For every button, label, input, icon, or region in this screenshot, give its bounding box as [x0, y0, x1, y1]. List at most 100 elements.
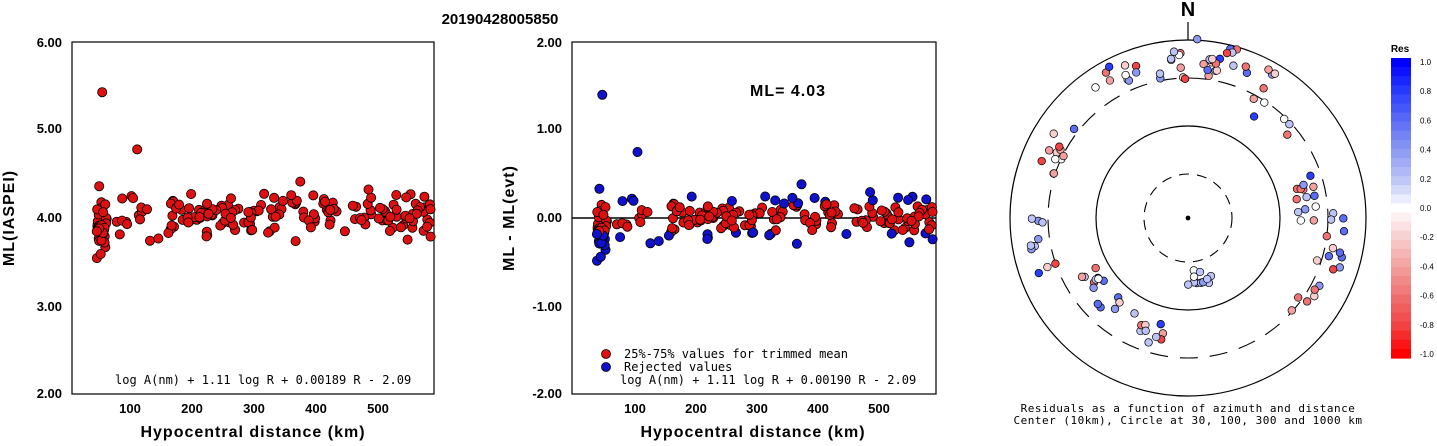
data-point: [132, 144, 143, 155]
data-point: [826, 207, 837, 218]
data-point: [374, 202, 385, 213]
data-point: [906, 215, 917, 226]
station-point: [1115, 298, 1124, 307]
station-point: [1203, 274, 1212, 284]
station-point: [1312, 256, 1322, 265]
colorbar-swatch: [1391, 176, 1411, 186]
station-point: [1184, 280, 1193, 289]
data-point: [807, 225, 818, 236]
station-point: [1189, 272, 1199, 281]
colorbar-swatch: [1391, 158, 1411, 168]
data-point: [841, 228, 852, 239]
station-point: [1203, 65, 1212, 75]
colorbar-swatch: [1391, 239, 1411, 250]
data-point: [128, 193, 139, 204]
data-point: [683, 220, 694, 231]
station-point: [1296, 216, 1305, 225]
data-point: [726, 215, 737, 226]
data-point: [904, 237, 915, 248]
data-point: [748, 227, 759, 238]
data-point: [94, 181, 105, 192]
azimuth-residual-map: N Residuals as a function of azimuth and…: [1009, 0, 1367, 427]
station-point: [1051, 155, 1060, 164]
legend-label-trimmed: 25%-75% values for trimmed mean: [624, 347, 848, 361]
station-point: [1110, 304, 1120, 314]
data-point: [363, 184, 374, 195]
station-point: [1264, 65, 1273, 74]
data-point: [770, 225, 781, 236]
colorbar-title: Res: [1391, 44, 1410, 55]
data-point: [166, 220, 177, 231]
data-point: [642, 206, 653, 217]
station-point: [1091, 83, 1100, 92]
station-point: [1059, 151, 1068, 161]
data-point: [591, 229, 602, 240]
center-point: [1185, 215, 1191, 221]
colorbar-swatch: [1391, 330, 1411, 341]
station-point: [1222, 48, 1232, 58]
data-point: [913, 211, 924, 222]
data-point: [395, 222, 406, 233]
colorbar-swatch: [1391, 58, 1411, 68]
station-point: [1324, 252, 1334, 261]
north-label: N: [1181, 0, 1195, 21]
data-point: [269, 192, 280, 203]
y-tick-label: 5.00: [37, 121, 62, 136]
ml-residual-y-axis: 2.00 1.00 0.00 -1.00 -2.00: [532, 35, 562, 401]
data-point: [684, 205, 695, 216]
station-point: [1294, 207, 1303, 217]
colorbar-tick-label: -0.8: [1420, 321, 1434, 330]
station-point: [1045, 146, 1054, 155]
data-point: [91, 226, 102, 237]
colorbar-swatch: [1391, 267, 1411, 277]
station-point: [1094, 274, 1103, 283]
residual-colorbar: Res 1.0 0.8 0.6 0.4 0.2 0.0 -0.2 -0.4 -0.6 -0.8 -1…: [1391, 44, 1435, 359]
data-point: [270, 211, 281, 222]
colorbar-swatch: [1391, 248, 1411, 259]
data-point: [225, 212, 236, 223]
data-point: [356, 215, 367, 226]
colorbar-tick-label: 0.0: [1420, 204, 1432, 213]
data-point: [686, 191, 697, 202]
data-point: [635, 217, 646, 228]
station-point: [1121, 70, 1130, 80]
data-point: [259, 188, 270, 199]
y-tick-label: 6.00: [37, 35, 62, 50]
station-point: [1089, 283, 1098, 292]
colorbar-swatch: [1391, 276, 1411, 286]
data-point: [744, 209, 755, 220]
colorbar-swatch: [1391, 212, 1411, 223]
station-point: [1091, 263, 1100, 273]
station-point: [1156, 320, 1165, 329]
data-point: [373, 213, 384, 224]
station-point: [1120, 61, 1130, 70]
data-point: [141, 204, 152, 215]
x-tick-label: 300: [746, 401, 768, 416]
colorbar-labels: 1.0 0.8 0.6 0.4 0.2 0.0 -0.2 -0.4 -0.6 -0.8 -1.0: [1420, 58, 1434, 359]
data-point: [266, 204, 277, 215]
station-point: [1329, 265, 1338, 274]
colorbar-swatch: [1391, 130, 1411, 141]
x-tick-label: 400: [305, 401, 327, 416]
data-point: [391, 189, 402, 200]
y-tick-label: 2.00: [537, 35, 562, 50]
data-point: [875, 216, 886, 227]
station-point: [1283, 130, 1292, 139]
ml-iaspei-y-axis-label: ML(IASPEI): [1, 170, 18, 266]
data-point: [134, 214, 145, 225]
station-point: [1199, 59, 1208, 69]
ring-30km: [1143, 173, 1233, 263]
station-point: [1241, 62, 1250, 71]
colorbar-tick-label: 0.2: [1420, 175, 1432, 184]
colorbar-swatch: [1391, 348, 1411, 359]
data-point: [174, 199, 185, 210]
data-point: [402, 234, 413, 245]
data-point: [401, 192, 412, 203]
station-point: [1077, 272, 1087, 281]
colorbar-swatch: [1391, 94, 1411, 105]
station-point: [1249, 94, 1258, 103]
station-point: [1299, 180, 1308, 190]
data-point: [247, 224, 258, 235]
station-point: [1339, 227, 1349, 236]
data-point: [597, 89, 608, 100]
